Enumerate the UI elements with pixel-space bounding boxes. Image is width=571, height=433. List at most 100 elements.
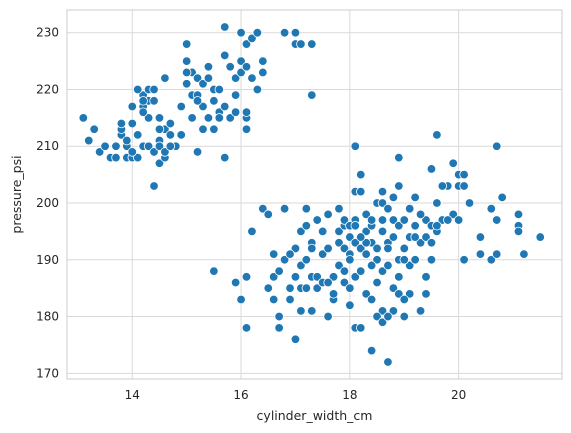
data-point: [410, 255, 420, 265]
x-tick-label-1: 16: [233, 388, 248, 402]
data-point: [160, 73, 170, 83]
data-point: [301, 283, 312, 293]
data-point: [377, 186, 388, 197]
data-point: [301, 203, 312, 214]
data-point: [220, 50, 230, 61]
data-point: [426, 164, 437, 174]
data-point: [350, 141, 360, 151]
data-point: [361, 249, 371, 259]
data-point: [361, 226, 371, 237]
plot-frame: [66, 9, 563, 380]
data-point: [383, 260, 393, 271]
data-point: [78, 113, 89, 123]
data-point: [394, 272, 404, 282]
data-point: [230, 107, 241, 117]
data-point: [350, 238, 360, 248]
data-point: [258, 203, 268, 214]
data-point: [263, 209, 273, 220]
x-tick-label-0: 14: [125, 388, 140, 402]
data-point: [421, 272, 431, 282]
data-point: [388, 232, 399, 242]
data-point: [366, 294, 377, 305]
data-point: [345, 283, 355, 293]
data-point: [241, 107, 252, 117]
data-point: [497, 192, 507, 203]
data-point: [519, 249, 529, 259]
data-point: [312, 215, 322, 225]
data-point: [388, 306, 399, 316]
data-point: [89, 124, 99, 134]
data-point: [448, 158, 458, 168]
data-point: [394, 152, 404, 163]
data-point: [154, 158, 165, 168]
data-point: [356, 243, 366, 254]
data-point: [415, 306, 426, 316]
data-point: [399, 243, 409, 254]
data-point: [181, 56, 192, 66]
data-point: [236, 56, 246, 66]
data-point: [432, 198, 442, 208]
data-point: [258, 67, 268, 78]
data-point: [241, 323, 252, 333]
data-point: [301, 255, 312, 265]
data-point: [279, 203, 290, 214]
data-point: [165, 130, 176, 140]
data-point: [426, 255, 437, 265]
data-point: [181, 79, 192, 89]
data-point: [383, 203, 393, 214]
data-point: [415, 209, 426, 220]
data-point: [377, 215, 388, 225]
data-point: [258, 56, 268, 66]
data-point: [399, 311, 409, 322]
data-point: [116, 118, 127, 129]
data-point: [133, 130, 143, 140]
data-point: [143, 141, 154, 151]
y-tick-label-2: 190: [36, 253, 59, 267]
data-point: [84, 135, 94, 146]
data-point: [290, 334, 301, 344]
data-point: [143, 113, 154, 123]
data-point: [372, 277, 382, 288]
data-point: [492, 215, 502, 225]
data-point: [220, 152, 230, 163]
data-point: [209, 96, 219, 106]
data-point: [198, 101, 208, 112]
data-point: [285, 294, 295, 305]
data-point: [432, 221, 442, 231]
data-point: [230, 277, 241, 288]
data-point: [372, 255, 382, 265]
data-point: [377, 306, 388, 316]
data-point: [356, 323, 366, 333]
data-point: [323, 243, 333, 254]
data-point: [464, 198, 475, 208]
x-tick-labels: 14 16 18 20: [125, 388, 467, 402]
data-point: [421, 232, 431, 242]
data-point: [307, 306, 317, 316]
data-point: [432, 130, 442, 140]
data-point: [410, 192, 420, 203]
data-point: [122, 135, 132, 146]
y-axis-label: pressure_psi: [9, 155, 24, 233]
data-point: [181, 39, 192, 49]
data-point: [279, 28, 290, 38]
data-point: [296, 39, 306, 49]
data-point: [459, 181, 469, 191]
data-point: [154, 141, 165, 151]
data-point: [290, 272, 301, 282]
data-point: [328, 289, 339, 299]
data-point: [356, 232, 366, 242]
data-point: [513, 209, 524, 220]
data-point: [372, 243, 382, 254]
data-point: [377, 266, 388, 276]
data-point: [361, 209, 371, 220]
data-point: [410, 221, 420, 231]
data-point: [323, 311, 333, 322]
data-point: [296, 306, 306, 316]
data-point: [176, 101, 186, 112]
data-point: [339, 215, 350, 225]
data-point: [252, 84, 263, 95]
data-point: [127, 118, 137, 129]
data-point: [399, 215, 409, 225]
data-point: [388, 283, 399, 293]
